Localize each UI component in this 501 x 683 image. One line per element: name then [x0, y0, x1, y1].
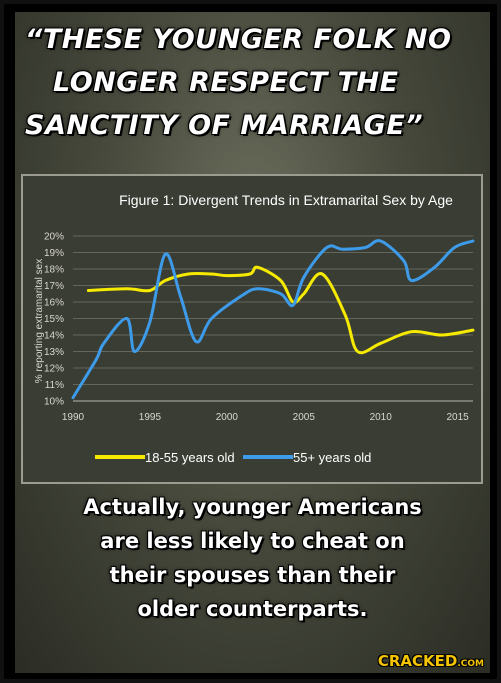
line-chart: Figure 1: Divergent Trends in Extramarit… [34, 192, 475, 465]
caption: Actually, younger Americans are less lik… [23, 490, 482, 626]
x-axis-ticks: 1990 1995 2000 2005 2010 2015 [62, 412, 469, 423]
caption-line-2: are less likely to cheat on [100, 529, 405, 553]
x-tick-label: 1990 [62, 412, 85, 423]
x-tick-label: 2010 [370, 412, 393, 423]
series-line-old [71, 239, 475, 400]
logo-suffix: .COM [457, 659, 484, 669]
x-tick-label: 1995 [139, 412, 162, 423]
meme-panel: “THESE YOUNGER FOLK NO LONGER RESPECT TH… [15, 12, 490, 673]
y-axis-ticks: 20% 19% 18% 17% 16% 15% 14% 13% 12% 11% 10% [44, 232, 64, 408]
headline: “THESE YOUNGER FOLK NO LONGER RESPECT TH… [25, 18, 480, 147]
y-tick-label: 10% [44, 397, 64, 408]
caption-line-1: Actually, younger Americans [83, 495, 422, 519]
headline-line-2: LONGER RESPECT THE [53, 67, 399, 98]
chart-title: Figure 1: Divergent Trends in Extramarit… [119, 192, 453, 208]
legend-label: 18-55 years old [145, 450, 235, 465]
cracked-logo: CRACKED.COM [378, 652, 484, 670]
y-tick-label: 11% [45, 380, 64, 391]
series-lines [71, 239, 475, 400]
x-tick-label: 2000 [216, 412, 239, 423]
x-tick-label: 2005 [293, 412, 316, 423]
legend-label: 55+ years old [293, 450, 371, 465]
caption-line-4: older counterparts. [137, 597, 368, 621]
y-tick-label: 15% [44, 314, 64, 325]
y-tick-label: 17% [44, 281, 64, 292]
y-tick-label: 19% [44, 248, 64, 259]
y-tick-label: 16% [44, 298, 64, 309]
legend: 18-55 years old 55+ years old [95, 450, 371, 465]
x-tick-label: 2015 [446, 412, 469, 423]
image-frame: “THESE YOUNGER FOLK NO LONGER RESPECT TH… [4, 4, 497, 679]
logo-main: CRACKED [377, 652, 458, 670]
chart-figure: Figure 1: Divergent Trends in Extramarit… [21, 174, 483, 484]
y-tick-label: 18% [44, 265, 64, 276]
y-tick-label: 14% [44, 331, 64, 342]
series-line-young [86, 265, 475, 355]
headline-line-1: “THESE YOUNGER FOLK NO [25, 24, 452, 55]
caption-line-3: their spouses than their [109, 563, 396, 587]
headline-line-3: SANCTITY OF MARRIAGE” [25, 110, 424, 141]
y-tick-label: 20% [44, 232, 64, 243]
y-tick-label: 12% [44, 364, 64, 375]
y-axis-label: % reporting extramarital sex [34, 259, 45, 384]
gridlines [73, 235, 473, 402]
y-tick-label: 13% [44, 347, 64, 358]
